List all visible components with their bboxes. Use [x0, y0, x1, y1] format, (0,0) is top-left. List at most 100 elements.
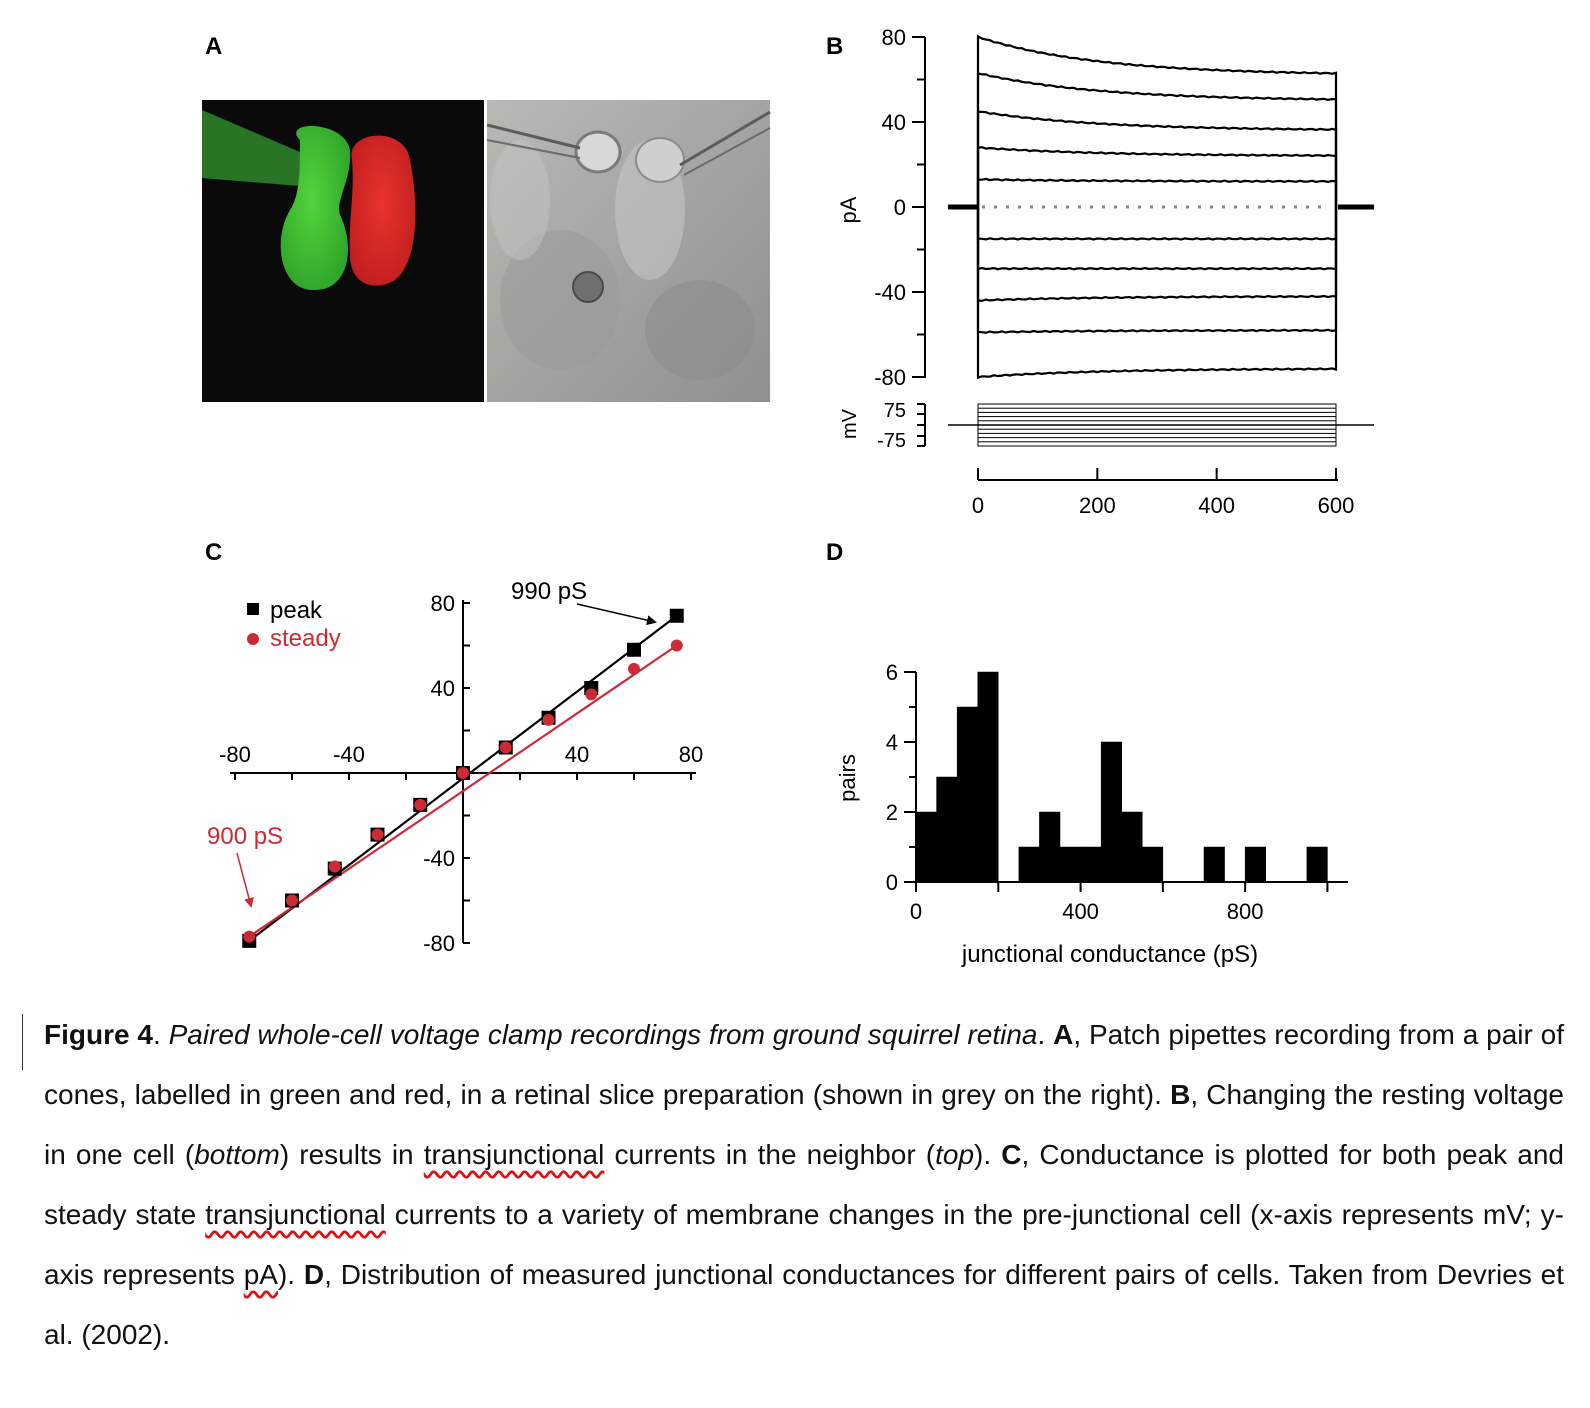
c-point-steady — [328, 860, 341, 873]
c-point-steady — [585, 688, 598, 701]
caption-italic: top — [935, 1139, 975, 1170]
caption-text: , Patch pipettes recording from a pair o… — [44, 1019, 1564, 1110]
panel-label-c: C — [205, 539, 222, 566]
d-bar — [1203, 846, 1225, 883]
retinal-slice-image — [486, 100, 771, 402]
d-x-tick-label: 0 — [910, 899, 922, 924]
annotation-900ps: 900 pS — [207, 823, 283, 850]
b-y-tick-label: -40 — [874, 280, 906, 305]
d-bar — [1059, 846, 1081, 883]
caption-panel-a: A — [1053, 1019, 1074, 1050]
b-x-ticks: 0 200 400 600 — [972, 468, 1354, 518]
caption-text: , Changing the resting voltage in one ce… — [44, 1079, 1564, 1170]
c-point-steady — [499, 741, 512, 754]
b-current-traces — [976, 34, 1338, 380]
caption-text: . — [1037, 1019, 1054, 1050]
caption-text: . — [152, 1019, 169, 1050]
b-voltage-step — [977, 411, 1337, 426]
c-point-steady — [670, 639, 683, 652]
b-current-trace — [976, 34, 1338, 207]
c-point-steady — [414, 798, 427, 811]
c-x-tick-label: -40 — [333, 742, 365, 767]
caption-spelling-flag: transjunctional — [423, 1139, 605, 1170]
b-x-tick-label: 600 — [1318, 493, 1355, 518]
b-y-ticks: 80 40 0 -40 -80 — [874, 25, 925, 390]
d-bar — [936, 776, 958, 883]
b-current-trace — [976, 207, 1338, 271]
c-points — [242, 608, 684, 948]
d-bar — [915, 811, 937, 883]
c-y-tick-label: 80 — [431, 591, 455, 616]
legend-peak-marker — [247, 603, 259, 615]
caption-spelling-flag: pA — [243, 1259, 278, 1290]
d-y-tick-label: 2 — [886, 800, 898, 825]
d-y-tick-label: 4 — [886, 730, 898, 755]
caption-text: ). — [277, 1259, 304, 1290]
c-y-tick-label: -40 — [423, 846, 455, 871]
b-voltage-step — [977, 424, 1337, 447]
d-bar — [1244, 846, 1266, 883]
text-cursor-bar — [22, 1014, 23, 1070]
d-x-axis-label: junctional conductance (pS) — [961, 941, 1258, 968]
c-fit-line-steady — [248, 644, 678, 938]
caption-title: Paired whole-cell voltage clamp recordin… — [168, 1019, 1038, 1050]
d-bar — [1306, 846, 1328, 883]
caption-text: ) results in — [279, 1139, 424, 1170]
c-point-steady — [457, 767, 469, 779]
green-cone — [280, 126, 351, 291]
d-ticks: 0 2 4 6 0 400 800 — [886, 660, 1329, 924]
c-x-tick-label: 40 — [565, 742, 589, 767]
fluorescence-image — [202, 100, 484, 402]
b-current-trace — [976, 207, 1338, 380]
b-current-trace — [976, 177, 1338, 207]
caption-text: , Distribution of measured junctional co… — [44, 1259, 1564, 1350]
caption-spelling-flag: transjunctional — [205, 1199, 386, 1230]
b-y-tick-label: -80 — [874, 365, 906, 390]
figure-caption: Figure 4. Paired whole-cell voltage clam… — [44, 1005, 1564, 1365]
b-mv-ticks: 75-75 — [877, 400, 925, 452]
c-x-tick-label: 80 — [679, 742, 703, 767]
legend-steady-label: steady — [270, 625, 341, 652]
b-y-tick-label: 40 — [882, 110, 906, 135]
caption-italic: bottom — [194, 1139, 280, 1170]
arrow-990ps — [576, 603, 657, 626]
c-x-tick-label: -80 — [219, 742, 251, 767]
c-y-tick-label: 40 — [431, 676, 455, 701]
c-point-steady — [542, 713, 555, 726]
d-y-tick-label: 6 — [886, 660, 898, 685]
annotation-990ps: 990 pS — [511, 578, 587, 605]
b-y-tick-label: 0 — [894, 195, 906, 220]
c-point-steady — [286, 894, 298, 907]
d-bars — [915, 671, 1328, 883]
caption-text: ). — [974, 1139, 1002, 1170]
red-cone — [349, 135, 416, 286]
caption-text: , Conductance is plotted for both peak a… — [44, 1139, 1565, 1230]
d-x-tick-label: 400 — [1062, 899, 1099, 924]
d-y-axis-label: pairs — [835, 754, 860, 802]
caption-text: currents in the neighbor ( — [604, 1139, 936, 1170]
d-bar — [956, 706, 978, 883]
d-bar — [1100, 741, 1122, 883]
arrow-900ps — [236, 852, 254, 908]
c-point-steady — [628, 662, 640, 675]
b-x-tick-label: 0 — [972, 493, 984, 518]
b-current-trace — [976, 110, 1338, 207]
d-bar — [1080, 846, 1102, 883]
b-x-tick-label: 200 — [1079, 493, 1116, 518]
b-current-trace — [976, 146, 1338, 207]
c-y-tick-label: -80 — [423, 931, 455, 956]
d-bar — [1018, 846, 1040, 883]
d-bar — [1039, 811, 1061, 883]
b-y-axis-label: pA — [836, 196, 861, 223]
b-voltage-step — [977, 424, 1337, 439]
c-point-peak — [669, 608, 684, 623]
legend-peak-label: peak — [270, 597, 323, 624]
chart-d: 0 2 4 6 0 400 800 pairs junctional conductance… — [835, 660, 1348, 968]
caption-figure-number: Figure 4 — [44, 1019, 153, 1050]
caption-text: currents to a variety of membrane change… — [44, 1199, 1564, 1290]
b-current-trace — [976, 207, 1338, 241]
b-mv-tick-label: 75 — [884, 400, 906, 422]
b-current-trace — [976, 207, 1338, 334]
